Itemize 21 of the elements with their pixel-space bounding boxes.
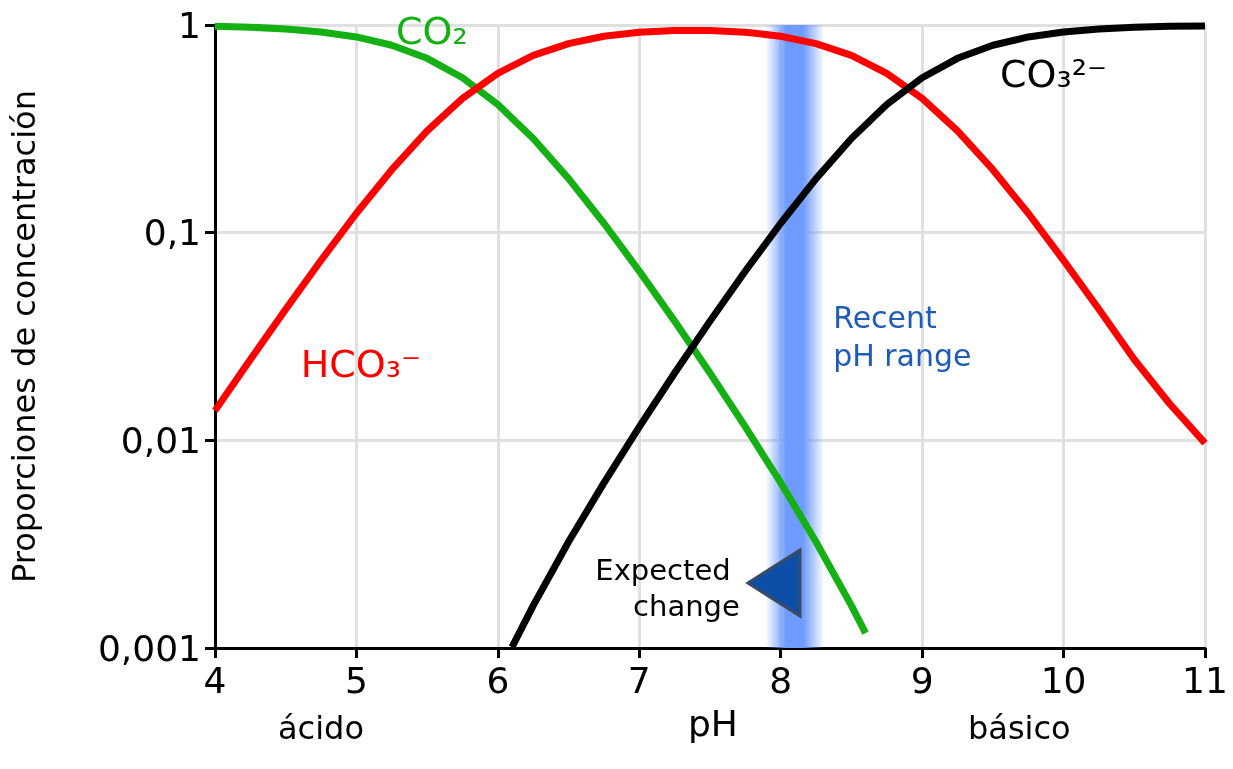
x-tick-label: 7 <box>627 659 651 701</box>
series-label: CO₃²⁻ <box>1000 51 1108 96</box>
text: ácido <box>278 709 364 747</box>
series-label: HCO₃⁻ <box>300 342 422 387</box>
x-axis-title: pH <box>688 702 738 744</box>
x-tick-label: 11 <box>1182 659 1228 701</box>
y-tick-label: 0,001 <box>97 627 201 669</box>
y-tick-label: 1 <box>178 4 201 46</box>
annotation: Expected change <box>595 553 740 623</box>
band-label: Recent pH range <box>833 300 972 373</box>
text: básico <box>968 709 1071 747</box>
x-tick-label: 6 <box>486 659 510 701</box>
y-tick-label: 0,1 <box>143 212 201 254</box>
series-label: CO₂ <box>395 9 468 54</box>
y-tick-label: 0,01 <box>120 419 201 461</box>
y-axis-title: Proporciones de concentración <box>5 90 43 583</box>
x-tick-label: 8 <box>769 659 793 701</box>
x-tick-label: 4 <box>203 659 227 701</box>
x-tick-label: 9 <box>910 659 934 701</box>
x-tick-label: 5 <box>344 659 368 701</box>
x-tick-label: 10 <box>1040 659 1087 701</box>
